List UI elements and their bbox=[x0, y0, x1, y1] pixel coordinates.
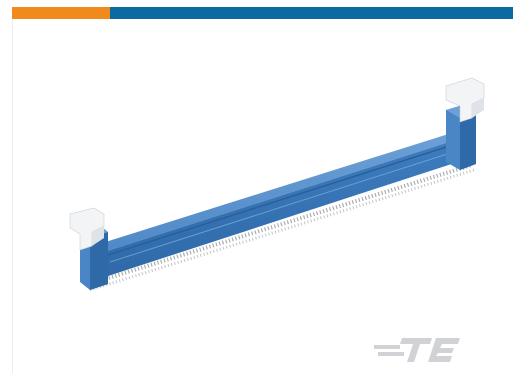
connector-slot-groove bbox=[107, 141, 463, 256]
header-brand-bar bbox=[110, 7, 513, 19]
connector-left-latch bbox=[69, 207, 105, 251]
header-accent-bar bbox=[12, 7, 110, 19]
te-connectivity-logo-icon: TE bbox=[374, 334, 460, 362]
brand-logo-text: TE bbox=[374, 334, 376, 335]
connector-body-front bbox=[104, 136, 470, 276]
connector-body-top bbox=[96, 131, 468, 252]
connector-pins bbox=[85, 163, 475, 292]
connector-right-latch bbox=[445, 77, 485, 123]
frame-left-border bbox=[12, 19, 13, 373]
